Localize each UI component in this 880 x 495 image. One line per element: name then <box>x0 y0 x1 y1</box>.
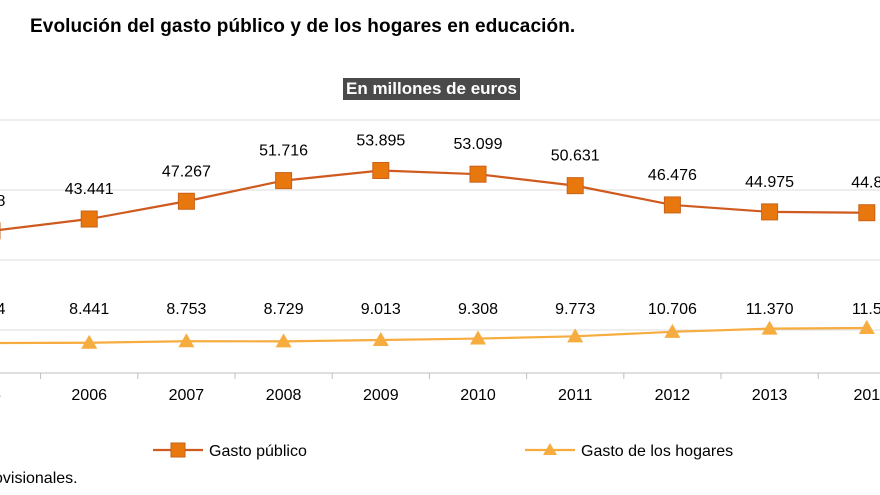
chart-subtitle: En millones de euros <box>343 78 520 100</box>
data-label-gasto-publico: 46.476 <box>648 167 697 184</box>
point-gasto-hogares <box>372 331 389 346</box>
point-gasto-publico <box>858 204 876 222</box>
x-tick-label: 2013 <box>752 387 788 404</box>
point-gasto-publico <box>469 165 487 183</box>
legend-label-gasto-publico: Gasto público <box>209 443 307 460</box>
point-gasto-hogares <box>567 328 584 343</box>
data-label-gasto-hogares: 11.370 <box>746 301 794 318</box>
data-label-gasto-publico: 50.631 <box>551 148 600 165</box>
x-tick-label: 2012 <box>655 387 691 404</box>
data-label-gasto-hogares: 9.308 <box>458 301 498 318</box>
point-gasto-publico <box>761 203 779 221</box>
data-label-gasto-publico: 53.099 <box>454 136 503 153</box>
chart-title: Evolución del gasto público y de los hog… <box>30 16 576 37</box>
series-markers <box>0 161 876 349</box>
x-tick-label: 201 <box>853 387 880 404</box>
legend: Gasto público Gasto de los hogares <box>153 442 733 460</box>
point-gasto-hogares <box>275 333 292 348</box>
point-gasto-hogares <box>178 333 195 348</box>
data-label-gasto-hogares: 10.706 <box>648 301 697 318</box>
data-label-gasto-hogares: 11.5 <box>852 301 880 318</box>
point-gasto-publico <box>372 161 390 179</box>
series-line-gasto-publico <box>0 169 867 232</box>
data-label-gasto-publico: 43.441 <box>65 181 114 198</box>
point-gasto-hogares <box>470 330 486 345</box>
series-line-gasto-hogares <box>0 326 867 345</box>
point-gasto-publico <box>275 172 293 190</box>
data-label-gasto-publico: 53.895 <box>356 132 405 149</box>
x-tick-label: 2009 <box>363 387 399 404</box>
data-label-gasto-publico: 51.716 <box>259 143 308 160</box>
data-labels: 088 43.441 47.267 51.716 53.895 53.099 50.631 4… <box>0 132 880 318</box>
data-label-gasto-publico: 088 <box>0 193 5 210</box>
data-label-gasto-hogares: 9.773 <box>555 301 595 318</box>
x-tick-label: 2007 <box>169 387 205 404</box>
x-axis-ticks: 05 2006 2007 2008 2009 2010 2011 2012 2013 201 <box>0 387 880 404</box>
point-gasto-publico <box>663 196 681 214</box>
data-label-gasto-hogares: 9.013 <box>361 301 401 318</box>
data-label-gasto-hogares: 8.729 <box>264 301 304 318</box>
legend-marker-square <box>170 442 186 458</box>
x-tick-label: 2010 <box>460 387 496 404</box>
point-gasto-hogares <box>664 323 681 338</box>
data-label-gasto-publico: 44.975 <box>745 174 794 191</box>
legend-marker-triangle <box>543 443 557 455</box>
data-label-gasto-publico: 47.267 <box>162 163 211 180</box>
point-gasto-publico <box>80 210 98 228</box>
data-label-gasto-hogares: 8.753 <box>166 301 206 318</box>
point-gasto-hogares <box>81 334 98 349</box>
data-label-gasto-publico: 44.8 <box>851 175 880 192</box>
x-tick-label: 2008 <box>266 387 302 404</box>
footnote: Provisionales. <box>0 470 78 487</box>
legend-label-gasto-hogares: Gasto de los hogares <box>581 443 733 460</box>
series-lines <box>0 169 867 345</box>
data-label-gasto-hogares: 384 <box>0 301 5 318</box>
x-tick-label: 2006 <box>71 387 107 404</box>
x-tick-label: 05 <box>0 387 1 404</box>
point-gasto-hogares <box>761 320 778 335</box>
point-gasto-publico <box>177 192 195 210</box>
point-gasto-hogares <box>858 320 875 334</box>
x-tick-label: 2011 <box>558 387 593 404</box>
point-gasto-publico <box>566 177 584 195</box>
data-label-gasto-hogares: 8.441 <box>69 301 109 318</box>
